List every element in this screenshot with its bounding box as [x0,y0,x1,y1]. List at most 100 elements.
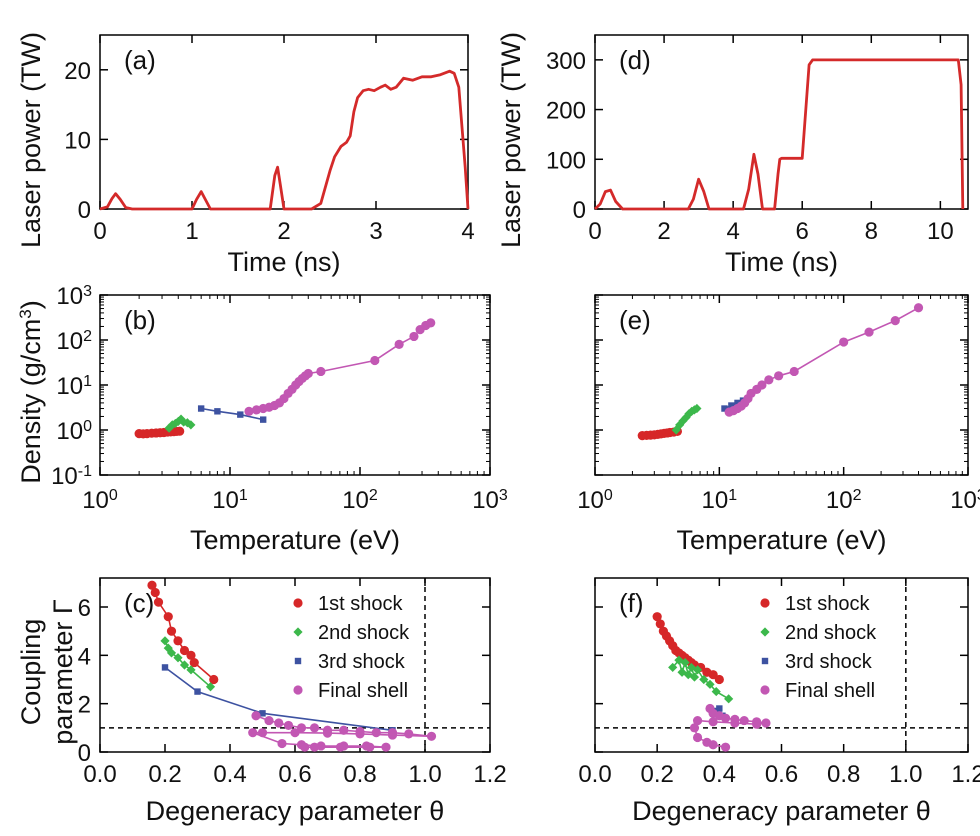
data-point-c-0-5 [173,636,183,646]
x-tick-label-b-exp: 1 [239,487,248,504]
x-tick-label-b-exp: 2 [369,487,378,504]
x-tick-label-a: 2 [277,218,290,245]
data-point-e-3-9 [764,375,774,385]
plot-frame-e [594,294,969,476]
legend-marker-f-2 [761,657,769,665]
data-point-f-1-9 [705,679,715,689]
x-tick-label-d: 8 [865,218,878,245]
x-tick-label-f: 0.4 [703,761,736,788]
plot-frame-d [594,34,969,210]
x-tick-label-d: 10 [927,218,954,245]
xlabel-e: Temperature (eV) [676,525,886,555]
y-tick-label-b: 103 [56,283,92,311]
x-tick-label-e: 102 [826,487,862,515]
data-point-e-1-4 [684,409,694,419]
data-point-c-3-24 [381,742,391,752]
x-tick-label-e: 101 [702,487,738,515]
data-point-f-1-0 [668,662,678,673]
data-point-e-3-15 [913,303,924,313]
legend-marker-f-3 [760,685,770,695]
data-point-c-3-25 [365,742,375,752]
data-point-c-3-4 [296,723,307,733]
x-tick-label-c: 0.4 [213,761,246,788]
panel-label-a: (a) [124,45,156,75]
ylabel-c-line2: parameter Γ [48,599,78,745]
y-tick-label-b-exp: 0 [83,418,92,435]
data-point-c-3-5 [309,723,320,733]
series-2nd-shock-f [668,655,734,704]
series-laser-power-d [594,58,965,211]
y-tick-label-c: 2 [78,692,91,719]
x-tick-label-f: 0.8 [827,761,860,788]
y-tick-label-b-base: 10 [56,328,83,355]
legend-label-f-0: 1st shock [785,593,870,615]
x-tick-label-d: 2 [657,218,670,245]
panel-a-laser-power: 0 1 2 3 4 0 10 20 Time (ns) (a) [64,34,475,277]
data-point-f-0-0 [652,612,662,622]
y-tick-label-d: 200 [546,98,586,125]
data-point-f-3-16 [720,742,731,752]
data-point-c-1-2 [166,648,177,658]
ylabel-c-line1: Coupling [16,619,46,726]
series-2nd-shock-e [671,403,702,435]
x-tick-label-b-base: 10 [212,487,239,514]
x-tick-label-e-exp: 1 [728,487,737,504]
panel-f-coupling-degeneracy: 0.0 0.2 0.4 0.6 0.8 1.0 1.2 Degeneracy paramete… [578,577,980,826]
legend-label-f-3: Final shell [785,680,875,702]
xlabel-c: Degeneracy parameter θ [146,796,445,826]
data-point-f-3-11 [692,715,703,726]
y-tick-label-b-base: 10 [56,283,83,310]
series-final-shell-e [724,303,924,417]
x-tick-label-c: 0.8 [343,761,376,788]
y-tick-label-b-exp: 3 [83,283,92,300]
data-point-c-3-9 [371,728,381,738]
series-line-b-3 [248,322,432,413]
data-point-f-1-7 [692,665,703,675]
data-point-f-1-3 [680,657,690,668]
data-point-c-3-17 [257,728,268,738]
x-tick-label-a: 3 [369,218,382,245]
x-tick-label-f: 1.2 [951,761,980,788]
data-point-b-1-6 [182,418,192,428]
data-point-c-3-2 [274,718,284,728]
x-tick-label-b: 102 [342,487,378,515]
x-tick-label-f: 0.6 [765,761,798,788]
data-point-c-3-3 [283,720,294,731]
legend-label-c-0: 1st shock [318,593,403,615]
legend-marker-f-1 [760,627,770,637]
y-tick-label-b: 10-1 [51,463,92,491]
x-tick-label-b: 100 [82,487,118,515]
series-1st-shock-c [147,580,219,685]
ylabel-b: Density (g/cm3) [16,300,47,484]
data-point-b-1-7 [186,420,196,430]
panel-label-f: (f) [619,588,644,618]
x-tick-label-b-base: 10 [472,487,499,514]
x-tick-label-c: 1.0 [408,761,441,788]
data-point-c-3-15 [322,728,333,738]
legend-marker-f-0 [760,598,770,608]
y-tick-label-c: 6 [78,595,91,622]
data-point-e-1-7 [692,403,702,414]
y-tick-label-b-base: 10 [51,463,78,490]
y-tick-label-b: 100 [56,418,92,446]
data-point-c-3-28 [300,742,310,752]
data-point-b-2-2 [237,411,244,418]
series-line-e-3 [728,307,919,413]
x-tick-label-f: 1.0 [889,761,922,788]
legend-label-f-2: 3rd shock [785,651,873,673]
series-laser-power-a [99,69,470,211]
y-tick-label-b-exp: 1 [83,373,92,390]
data-point-f-3-8 [752,719,762,729]
y-tick-label-c: 0 [78,740,91,767]
xlabel-d: Time (ns) [725,247,838,277]
data-point-f-1-1 [674,655,684,665]
data-point-c-0-0 [147,580,157,590]
data-point-e-2-1 [728,402,735,409]
legend-f: 1st shock 2nd shock 3rd shock Final shell [760,593,877,702]
data-point-c-0-1 [150,587,160,598]
data-point-f-1-6 [689,672,700,682]
y-tick-label-a: 20 [64,58,91,85]
data-point-f-3-15 [708,740,718,750]
